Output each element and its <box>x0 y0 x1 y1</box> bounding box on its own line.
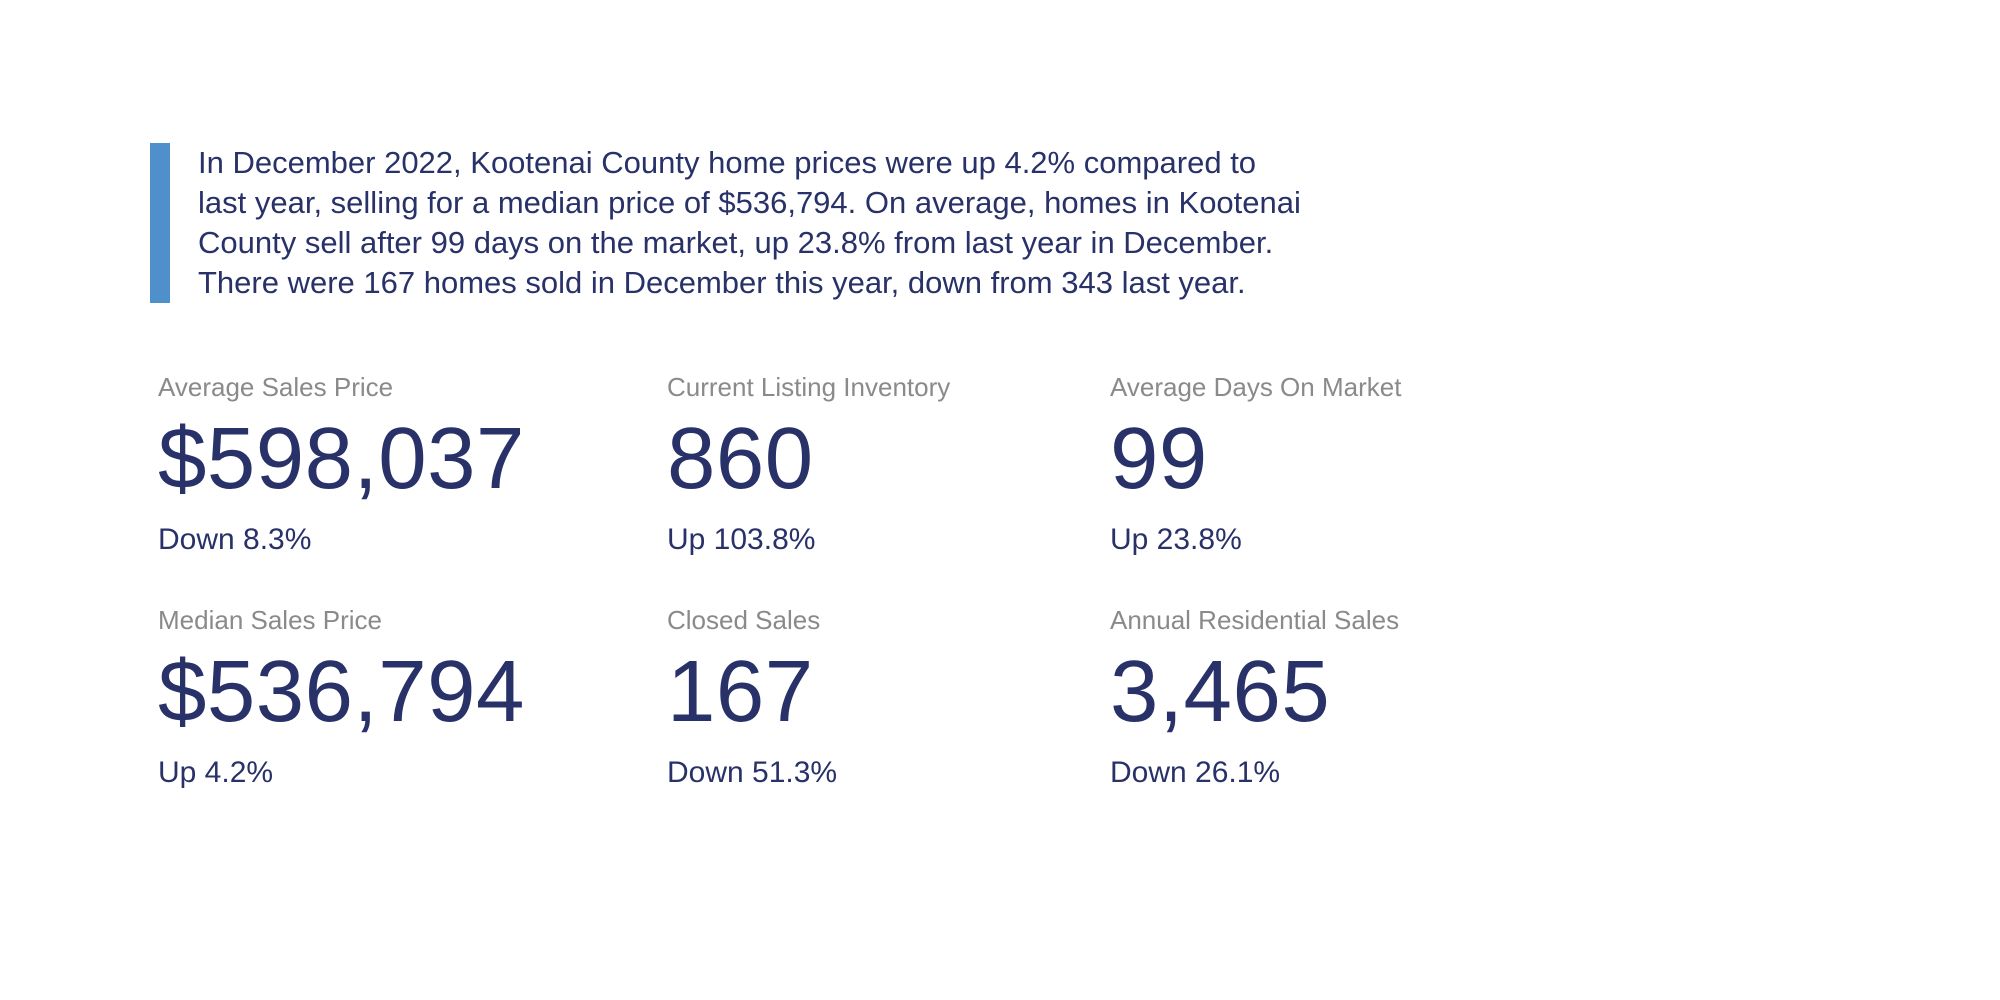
stat-label: Closed Sales <box>667 605 821 635</box>
stat-card-current-listing-inventory: Current Listing Inventory 860 Up 103.8% <box>667 372 1110 558</box>
stats-grid: Average Sales Price $598,037 Down 8.3% C… <box>158 372 1530 791</box>
stat-label: Average Days On Market <box>1110 372 1402 402</box>
stat-change: Up 4.2% <box>158 756 274 789</box>
stat-change: Up 23.8% <box>1110 523 1242 556</box>
stat-change: Down 8.3% <box>158 523 312 556</box>
stat-value: $598,037 <box>158 410 525 507</box>
stat-label: Median Sales Price <box>158 605 382 635</box>
stat-label: Average Sales Price <box>158 372 394 402</box>
stat-change: Up 103.8% <box>667 523 816 556</box>
stat-card-average-sales-price: Average Sales Price $598,037 Down 8.3% <box>158 372 667 558</box>
stat-value: 167 <box>667 643 814 740</box>
stat-label: Current Listing Inventory <box>667 372 951 402</box>
stat-value: 99 <box>1110 410 1208 507</box>
stat-change: Down 51.3% <box>667 756 838 789</box>
summary-line: last year, selling for a median price of… <box>198 185 1301 220</box>
summary-line: County sell after 99 days on the market,… <box>198 225 1274 260</box>
stat-label: Annual Residential Sales <box>1110 605 1400 635</box>
summary-line: There were 167 homes sold in December th… <box>198 265 1246 300</box>
stat-card-annual-residential-sales: Annual Residential Sales 3,465 Down 26.1… <box>1110 605 1530 791</box>
stat-card-closed-sales: Closed Sales 167 Down 51.3% <box>667 605 1110 791</box>
stat-change: Down 26.1% <box>1110 756 1281 789</box>
market-summary-quote: In December 2022, Kootenai County home p… <box>150 143 1440 303</box>
stat-card-average-days-on-market: Average Days On Market 99 Up 23.8% <box>1110 372 1530 558</box>
stat-card-median-sales-price: Median Sales Price $536,794 Up 4.2% <box>158 605 667 791</box>
summary-line: In December 2022, Kootenai County home p… <box>198 145 1257 180</box>
stat-value: 860 <box>667 410 814 507</box>
stat-value: $536,794 <box>158 643 525 740</box>
stat-value: 3,465 <box>1110 643 1331 740</box>
